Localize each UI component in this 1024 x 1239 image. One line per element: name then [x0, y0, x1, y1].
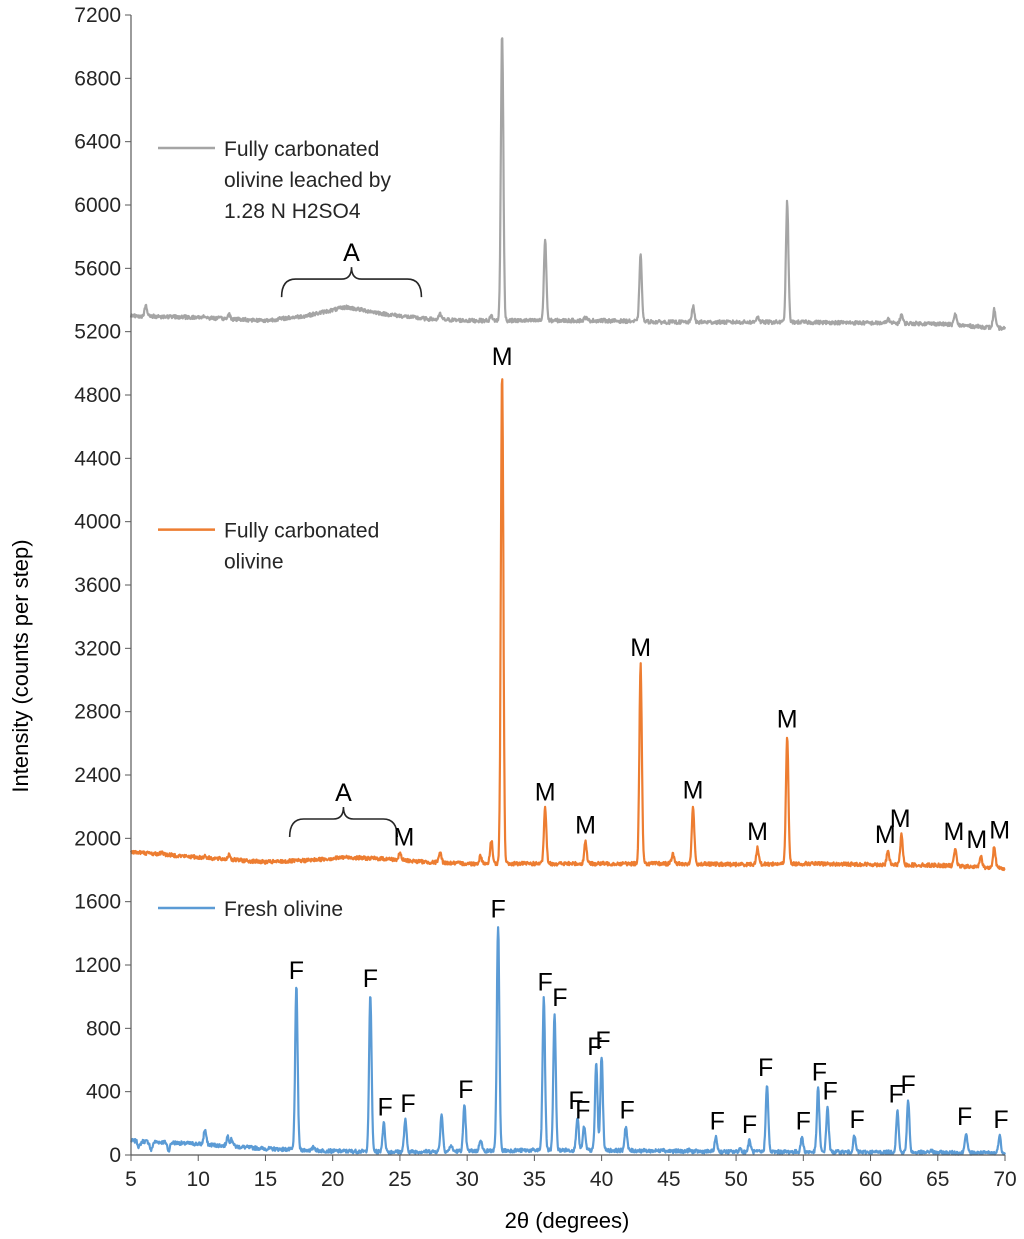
- peak-label: F: [538, 968, 553, 996]
- peak-label: F: [595, 1027, 610, 1055]
- x-tick-label: 70: [993, 1168, 1016, 1191]
- legend-label: olivine leached by: [224, 169, 391, 192]
- amorphous-label: A: [335, 779, 352, 807]
- peak-label: M: [683, 777, 704, 805]
- peak-label: F: [552, 984, 567, 1012]
- y-tick-label: 3200: [74, 637, 121, 660]
- peak-label: M: [747, 818, 768, 846]
- peak-label: M: [989, 816, 1010, 844]
- peak-label: F: [363, 965, 378, 993]
- annotation-layer: AA: [280, 239, 423, 838]
- x-tick-label: 5: [125, 1168, 137, 1191]
- x-tick-label: 40: [590, 1168, 613, 1191]
- y-tick-label: 1200: [74, 954, 121, 977]
- y-tick-label: 4000: [74, 511, 121, 534]
- peak-label: F: [377, 1093, 392, 1121]
- peak-label: F: [490, 895, 505, 923]
- peak-label: M: [875, 821, 896, 849]
- x-tick-label: 45: [657, 1168, 680, 1191]
- peak-label: F: [758, 1054, 773, 1082]
- legend-label: 1.28 N H2SO4: [224, 200, 361, 223]
- series-layer: [129, 37, 1006, 1156]
- x-tick-label: 30: [455, 1168, 478, 1191]
- y-tick-label: 4800: [74, 384, 121, 407]
- peak-label: M: [943, 818, 964, 846]
- y-tick-label: 400: [86, 1081, 121, 1104]
- series-line-2: [129, 37, 1006, 331]
- peak-label: F: [289, 957, 304, 985]
- legend-label: olivine: [224, 551, 284, 574]
- peak-label: F: [575, 1097, 590, 1125]
- series-line-1: [129, 378, 1006, 872]
- amorphous-label: A: [343, 239, 360, 267]
- x-tick-label: 35: [523, 1168, 546, 1191]
- y-tick-label: 1600: [74, 891, 121, 914]
- peak-label: F: [742, 1111, 757, 1139]
- peak-label: F: [796, 1108, 811, 1136]
- y-tick-label: 800: [86, 1017, 121, 1040]
- y-tick-label: 2400: [74, 764, 121, 787]
- peak-label: M: [394, 823, 415, 851]
- y-tick-label: 2800: [74, 701, 121, 724]
- peak-label: F: [993, 1106, 1008, 1134]
- y-axis-title: Intensity (counts per step): [8, 539, 33, 792]
- peak-label: M: [966, 826, 987, 854]
- legend-label: Fully carbonated: [224, 520, 379, 543]
- x-tick-label: 25: [388, 1168, 411, 1191]
- y-tick-label: 0: [109, 1144, 121, 1167]
- peak-label: F: [823, 1078, 838, 1106]
- x-tick-label: 20: [321, 1168, 344, 1191]
- x-tick-label: 15: [254, 1168, 277, 1191]
- peak-label: M: [535, 778, 556, 806]
- amorphous-brace: [288, 806, 399, 838]
- y-tick-label: 5200: [74, 321, 121, 344]
- peak-label: F: [888, 1081, 903, 1109]
- peak-label: F: [568, 1087, 583, 1115]
- peak-label: M: [630, 634, 651, 662]
- peak-label: M: [890, 805, 911, 833]
- peak-label: F: [458, 1076, 473, 1104]
- peak-label: M: [777, 705, 798, 733]
- y-tick-label: 6400: [74, 131, 121, 154]
- peak-label: M: [492, 343, 513, 371]
- peak-label: F: [400, 1090, 415, 1118]
- legend-label: Fresh olivine: [224, 898, 343, 921]
- peak-label: F: [620, 1097, 635, 1125]
- legend: Fully carbonated olivine leached by 1.28 N…: [158, 138, 391, 921]
- y-tick-label: 4400: [74, 447, 121, 470]
- peak-label: F: [901, 1071, 916, 1099]
- y-tick-label: 6800: [74, 67, 121, 90]
- axes-layer: 0 400 800 1200 1600 2000 2400 2800 3200 3600 4000 4…: [74, 4, 1016, 1191]
- peak-label: F: [849, 1106, 864, 1134]
- peak-label: M: [575, 812, 596, 840]
- x-tick-label: 55: [792, 1168, 815, 1191]
- legend-label: Fully carbonated: [224, 138, 379, 161]
- amorphous-brace: [280, 267, 423, 298]
- x-tick-label: 10: [187, 1168, 210, 1191]
- x-tick-label: 65: [926, 1168, 949, 1191]
- peak-label: F: [710, 1108, 725, 1136]
- peak-label: F: [957, 1103, 972, 1131]
- y-tick-label: 3600: [74, 574, 121, 597]
- x-tick-label: 50: [724, 1168, 747, 1191]
- peak-label: F: [812, 1059, 827, 1087]
- y-tick-label: 6000: [74, 194, 121, 217]
- x-tick-label: 60: [859, 1168, 882, 1191]
- x-axis-title: 2θ (degrees): [505, 1208, 630, 1233]
- y-tick-label: 5600: [74, 257, 121, 280]
- series-line-0: [129, 926, 1006, 1156]
- peak-label: F: [587, 1033, 602, 1061]
- y-tick-label: 2000: [74, 827, 121, 850]
- y-tick-label: 7200: [74, 4, 121, 27]
